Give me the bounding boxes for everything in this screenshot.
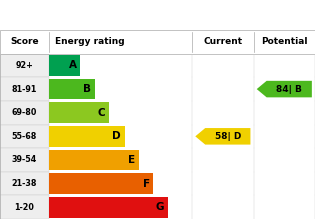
Text: A: A — [69, 60, 77, 71]
Bar — [49, 173, 153, 194]
Text: 58| D: 58| D — [215, 132, 241, 141]
Polygon shape — [195, 128, 250, 145]
Bar — [0, 125, 49, 148]
Text: Current: Current — [203, 37, 243, 46]
Text: B: B — [83, 84, 91, 94]
Text: 55-68: 55-68 — [12, 132, 37, 141]
Text: 81-91: 81-91 — [12, 85, 37, 94]
Bar — [0, 101, 49, 125]
Bar — [49, 126, 125, 147]
Bar — [49, 102, 109, 123]
Text: Energy rating: Energy rating — [55, 37, 125, 46]
Bar — [49, 79, 95, 99]
Text: E: E — [128, 155, 135, 165]
Text: Score: Score — [10, 37, 39, 46]
Text: Potential: Potential — [261, 37, 307, 46]
Bar — [0, 54, 49, 77]
Bar — [49, 55, 80, 76]
Bar — [0, 148, 49, 172]
Polygon shape — [257, 81, 312, 97]
Text: G: G — [156, 202, 164, 212]
Text: D: D — [112, 131, 121, 141]
Bar — [0, 172, 49, 195]
Text: Energy Efficiency Rating: Energy Efficiency Rating — [8, 10, 191, 23]
Text: 21-38: 21-38 — [12, 179, 37, 188]
Bar — [49, 197, 168, 218]
Bar — [49, 150, 139, 170]
Text: 69-80: 69-80 — [12, 108, 37, 117]
Text: 92+: 92+ — [15, 61, 33, 70]
Text: 39-54: 39-54 — [12, 155, 37, 164]
Text: 84| B: 84| B — [276, 85, 302, 94]
Bar — [0, 195, 49, 219]
Text: 1-20: 1-20 — [14, 203, 34, 212]
Bar — [0, 77, 49, 101]
Text: C: C — [98, 108, 105, 118]
Text: F: F — [143, 178, 150, 189]
